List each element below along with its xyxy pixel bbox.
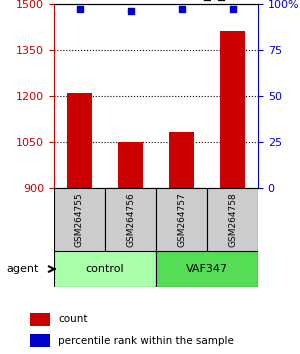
Point (179, 6, 184, 12)
Text: VAF347: VAF347 (186, 264, 228, 274)
Text: GSM264756: GSM264756 (126, 192, 135, 247)
FancyBboxPatch shape (156, 251, 258, 287)
Title: GDS3193 / 208669_s_at: GDS3193 / 208669_s_at (72, 0, 240, 1)
Bar (220, 31, 245, 188)
Bar (30, 313, 50, 326)
FancyBboxPatch shape (54, 188, 105, 251)
FancyBboxPatch shape (54, 251, 156, 287)
Text: count: count (58, 314, 88, 324)
Text: percentile rank within the sample: percentile rank within the sample (58, 336, 234, 346)
FancyBboxPatch shape (105, 188, 156, 251)
FancyBboxPatch shape (156, 188, 207, 251)
Point (77, 6, 82, 12)
Point (128, 8, 133, 14)
Point (230, 6, 235, 12)
Bar (30, 334, 50, 347)
FancyBboxPatch shape (207, 188, 258, 251)
Bar (67, 92, 92, 188)
Text: GSM264757: GSM264757 (177, 192, 186, 247)
Text: agent: agent (6, 264, 38, 274)
Text: control: control (86, 264, 124, 274)
Text: GSM264755: GSM264755 (75, 192, 84, 247)
Text: GSM264758: GSM264758 (228, 192, 237, 247)
Bar (118, 142, 143, 188)
Bar (169, 132, 194, 188)
